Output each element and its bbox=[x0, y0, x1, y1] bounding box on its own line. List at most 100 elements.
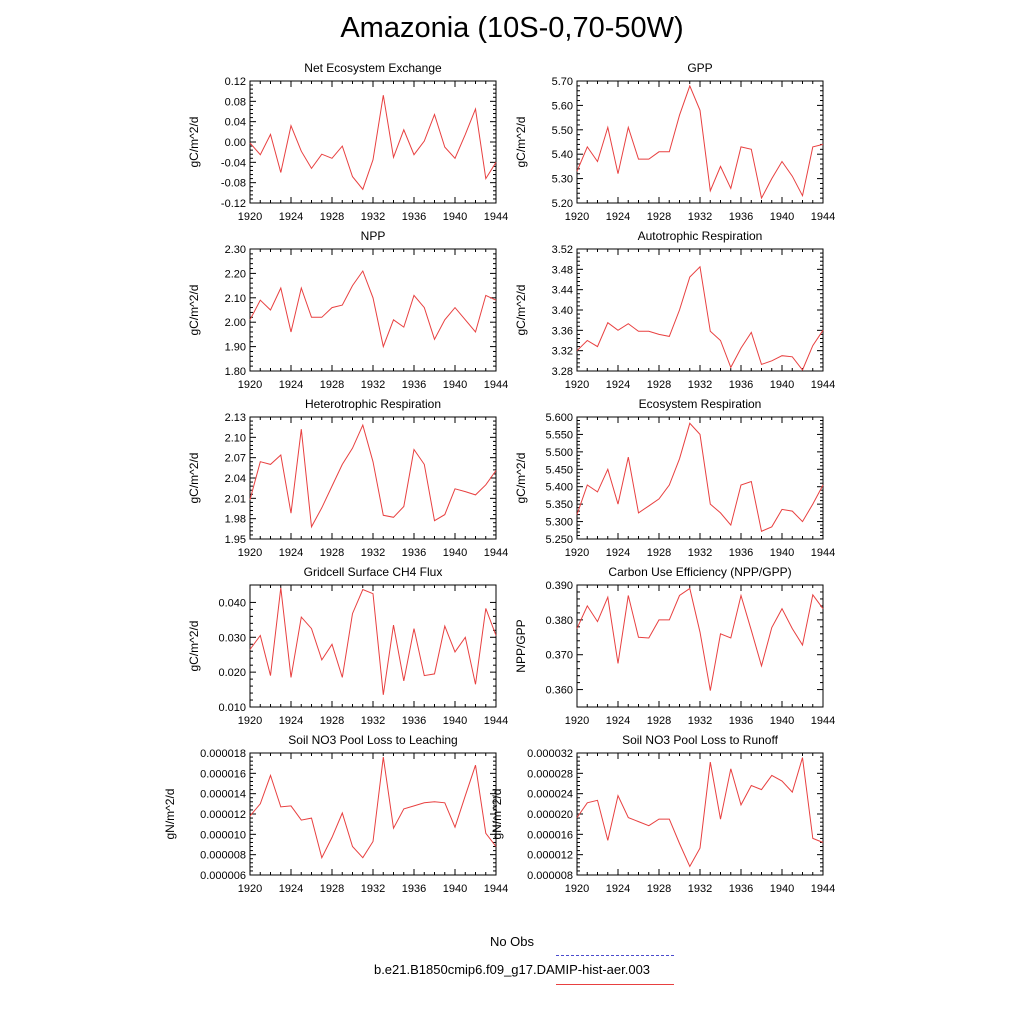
panel-8-ytick-label: 0.390 bbox=[545, 580, 573, 592]
panel-6-xtick-label: 1936 bbox=[729, 547, 753, 559]
panel-4-xtick-label: 1936 bbox=[729, 379, 753, 391]
panel-2-ytick-label: 5.50 bbox=[552, 125, 573, 137]
panel-9-ytick-label: 0.000016 bbox=[200, 768, 246, 780]
panel-9-ylabel: gN/m^2/d bbox=[163, 789, 177, 840]
panel-2-series-line bbox=[576, 84, 824, 200]
panel-8-series-line bbox=[576, 587, 824, 691]
panel-1-ytick-label: 0.12 bbox=[225, 76, 246, 88]
panel-5-ytick-label: 2.01 bbox=[225, 493, 246, 505]
panel-7-ytick-label: 0.010 bbox=[218, 702, 246, 714]
panel-5-ytick-label: 2.07 bbox=[225, 453, 246, 465]
panel-6-ytick-label: 5.250 bbox=[545, 534, 573, 546]
panel-4-ytick-label: 3.32 bbox=[552, 346, 573, 358]
panel-9-xtick-label: 1936 bbox=[402, 883, 426, 895]
panel-5-xtick-label: 1932 bbox=[361, 547, 385, 559]
panel-9-title: Soil NO3 Pool Loss to Leaching bbox=[288, 733, 457, 747]
panel-5-ytick-label: 2.13 bbox=[225, 412, 246, 424]
legend-case-label: b.e21.B1850cmip6.f09_g17.DAMIP-hist-aer.… bbox=[373, 962, 651, 977]
panel-10-ytick-label: 0.000028 bbox=[527, 768, 573, 780]
panel-10-xtick-label: 1928 bbox=[647, 883, 671, 895]
panel-4-xtick-label: 1932 bbox=[688, 379, 712, 391]
page-title: Amazonia (10S-0,70-50W) bbox=[340, 12, 684, 44]
panel-6-series-line bbox=[576, 422, 824, 533]
panel-10-series-line bbox=[576, 757, 824, 868]
panel-2-title: GPP bbox=[687, 61, 712, 75]
panel-7-xtick-label: 1936 bbox=[402, 715, 426, 727]
panel-10-xtick-label: 1932 bbox=[688, 883, 712, 895]
panel-8-title: Carbon Use Efficiency (NPP/GPP) bbox=[608, 565, 791, 579]
panel-10-xtick-label: 1940 bbox=[770, 883, 794, 895]
panel-9-ytick-label: 0.000006 bbox=[200, 870, 246, 882]
panel-1-ytick-label: -0.04 bbox=[221, 157, 246, 169]
panel-6-xtick-label: 1920 bbox=[565, 547, 589, 559]
panel-6-ytick-label: 5.300 bbox=[545, 517, 573, 529]
panel-1-xtick-label: 1944 bbox=[484, 211, 508, 223]
panel-6-xtick-label: 1940 bbox=[770, 547, 794, 559]
panel-8-xtick-label: 1940 bbox=[770, 715, 794, 727]
panel-3-ytick-label: 2.00 bbox=[225, 317, 246, 329]
panel-5-series-line bbox=[249, 423, 497, 529]
panel-8-ytick-label: 0.380 bbox=[545, 615, 573, 627]
panel-6-ytick-label: 5.600 bbox=[545, 412, 573, 424]
panel-1-xtick-label: 1920 bbox=[238, 211, 262, 223]
panel-3-ytick-label: 1.80 bbox=[225, 366, 246, 378]
panel-5-xtick-label: 1936 bbox=[402, 547, 426, 559]
panel-10-xtick-label: 1920 bbox=[565, 883, 589, 895]
legend-obs-label: No Obs bbox=[489, 934, 535, 949]
panel-10-ytick-label: 0.000008 bbox=[527, 870, 573, 882]
panel-1-ytick-label: 0.08 bbox=[225, 96, 246, 108]
panel-4-xtick-label: 1944 bbox=[811, 379, 835, 391]
panel-3-ytick-label: 2.20 bbox=[225, 268, 246, 280]
panel-8-xtick-label: 1944 bbox=[811, 715, 835, 727]
panel-4-ytick-label: 3.52 bbox=[552, 244, 573, 256]
panel-6-title: Ecosystem Respiration bbox=[639, 397, 762, 411]
panel-2-xtick-label: 1920 bbox=[565, 211, 589, 223]
panel-1-ytick-label: 0.00 bbox=[225, 137, 246, 149]
panel-6-ytick-label: 5.550 bbox=[545, 429, 573, 441]
panel-9-xtick-label: 1920 bbox=[238, 883, 262, 895]
legend-obs-line bbox=[556, 955, 674, 956]
panel-7-title: Gridcell Surface CH4 Flux bbox=[304, 565, 443, 579]
panel-10-xtick-label: 1936 bbox=[729, 883, 753, 895]
panel-7-ytick-label: 0.030 bbox=[218, 632, 246, 644]
panel-5-xtick-label: 1920 bbox=[238, 547, 262, 559]
panel-1-series-line bbox=[249, 95, 497, 191]
panel-5-ytick-label: 1.95 bbox=[225, 534, 246, 546]
panel-3-xtick-label: 1940 bbox=[443, 379, 467, 391]
panel-3-xtick-label: 1924 bbox=[279, 379, 303, 391]
panel-8-xtick-label: 1932 bbox=[688, 715, 712, 727]
panel-4-xtick-label: 1920 bbox=[565, 379, 589, 391]
panel-2-ytick-label: 5.40 bbox=[552, 149, 573, 161]
panel-9-xtick-label: 1940 bbox=[443, 883, 467, 895]
panel-3-ytick-label: 2.30 bbox=[225, 244, 246, 256]
panel-10-title: Soil NO3 Pool Loss to Runoff bbox=[622, 733, 779, 747]
panel-7-ylabel: gC/m^2/d bbox=[187, 621, 201, 672]
panel-7-xtick-label: 1924 bbox=[279, 715, 303, 727]
panel-9-ytick-label: 0.000018 bbox=[200, 748, 246, 760]
panel-3-xtick-label: 1936 bbox=[402, 379, 426, 391]
panel-9-xtick-label: 1928 bbox=[320, 883, 344, 895]
panel-4-title: Autotrophic Respiration bbox=[638, 229, 763, 243]
panel-10-ytick-label: 0.000032 bbox=[527, 748, 573, 760]
panel-10-ytick-label: 0.000012 bbox=[527, 850, 573, 862]
panel-3-xtick-label: 1920 bbox=[238, 379, 262, 391]
panel-3-frame bbox=[249, 248, 497, 372]
panel-3-ytick-label: 2.10 bbox=[225, 293, 246, 305]
panel-2-xtick-label: 1940 bbox=[770, 211, 794, 223]
panel-9-ytick-label: 0.000010 bbox=[200, 829, 246, 841]
panel-4-ytick-label: 3.40 bbox=[552, 305, 573, 317]
panel-8-ylabel: NPP/GPP bbox=[514, 619, 528, 672]
panel-1-xtick-label: 1924 bbox=[279, 211, 303, 223]
legend-case-line bbox=[556, 984, 674, 985]
panel-4-ylabel: gC/m^2/d bbox=[514, 285, 528, 336]
panel-6-ytick-label: 5.350 bbox=[545, 499, 573, 511]
panel-4-xtick-label: 1928 bbox=[647, 379, 671, 391]
panel-7-ytick-label: 0.020 bbox=[218, 667, 246, 679]
panel-5-ylabel: gC/m^2/d bbox=[187, 453, 201, 504]
panel-6-ytick-label: 5.450 bbox=[545, 464, 573, 476]
panel-10-xtick-label: 1924 bbox=[606, 883, 630, 895]
panel-6-ytick-label: 5.400 bbox=[545, 482, 573, 494]
panel-2-ytick-label: 5.20 bbox=[552, 198, 573, 210]
panel-8-xtick-label: 1928 bbox=[647, 715, 671, 727]
